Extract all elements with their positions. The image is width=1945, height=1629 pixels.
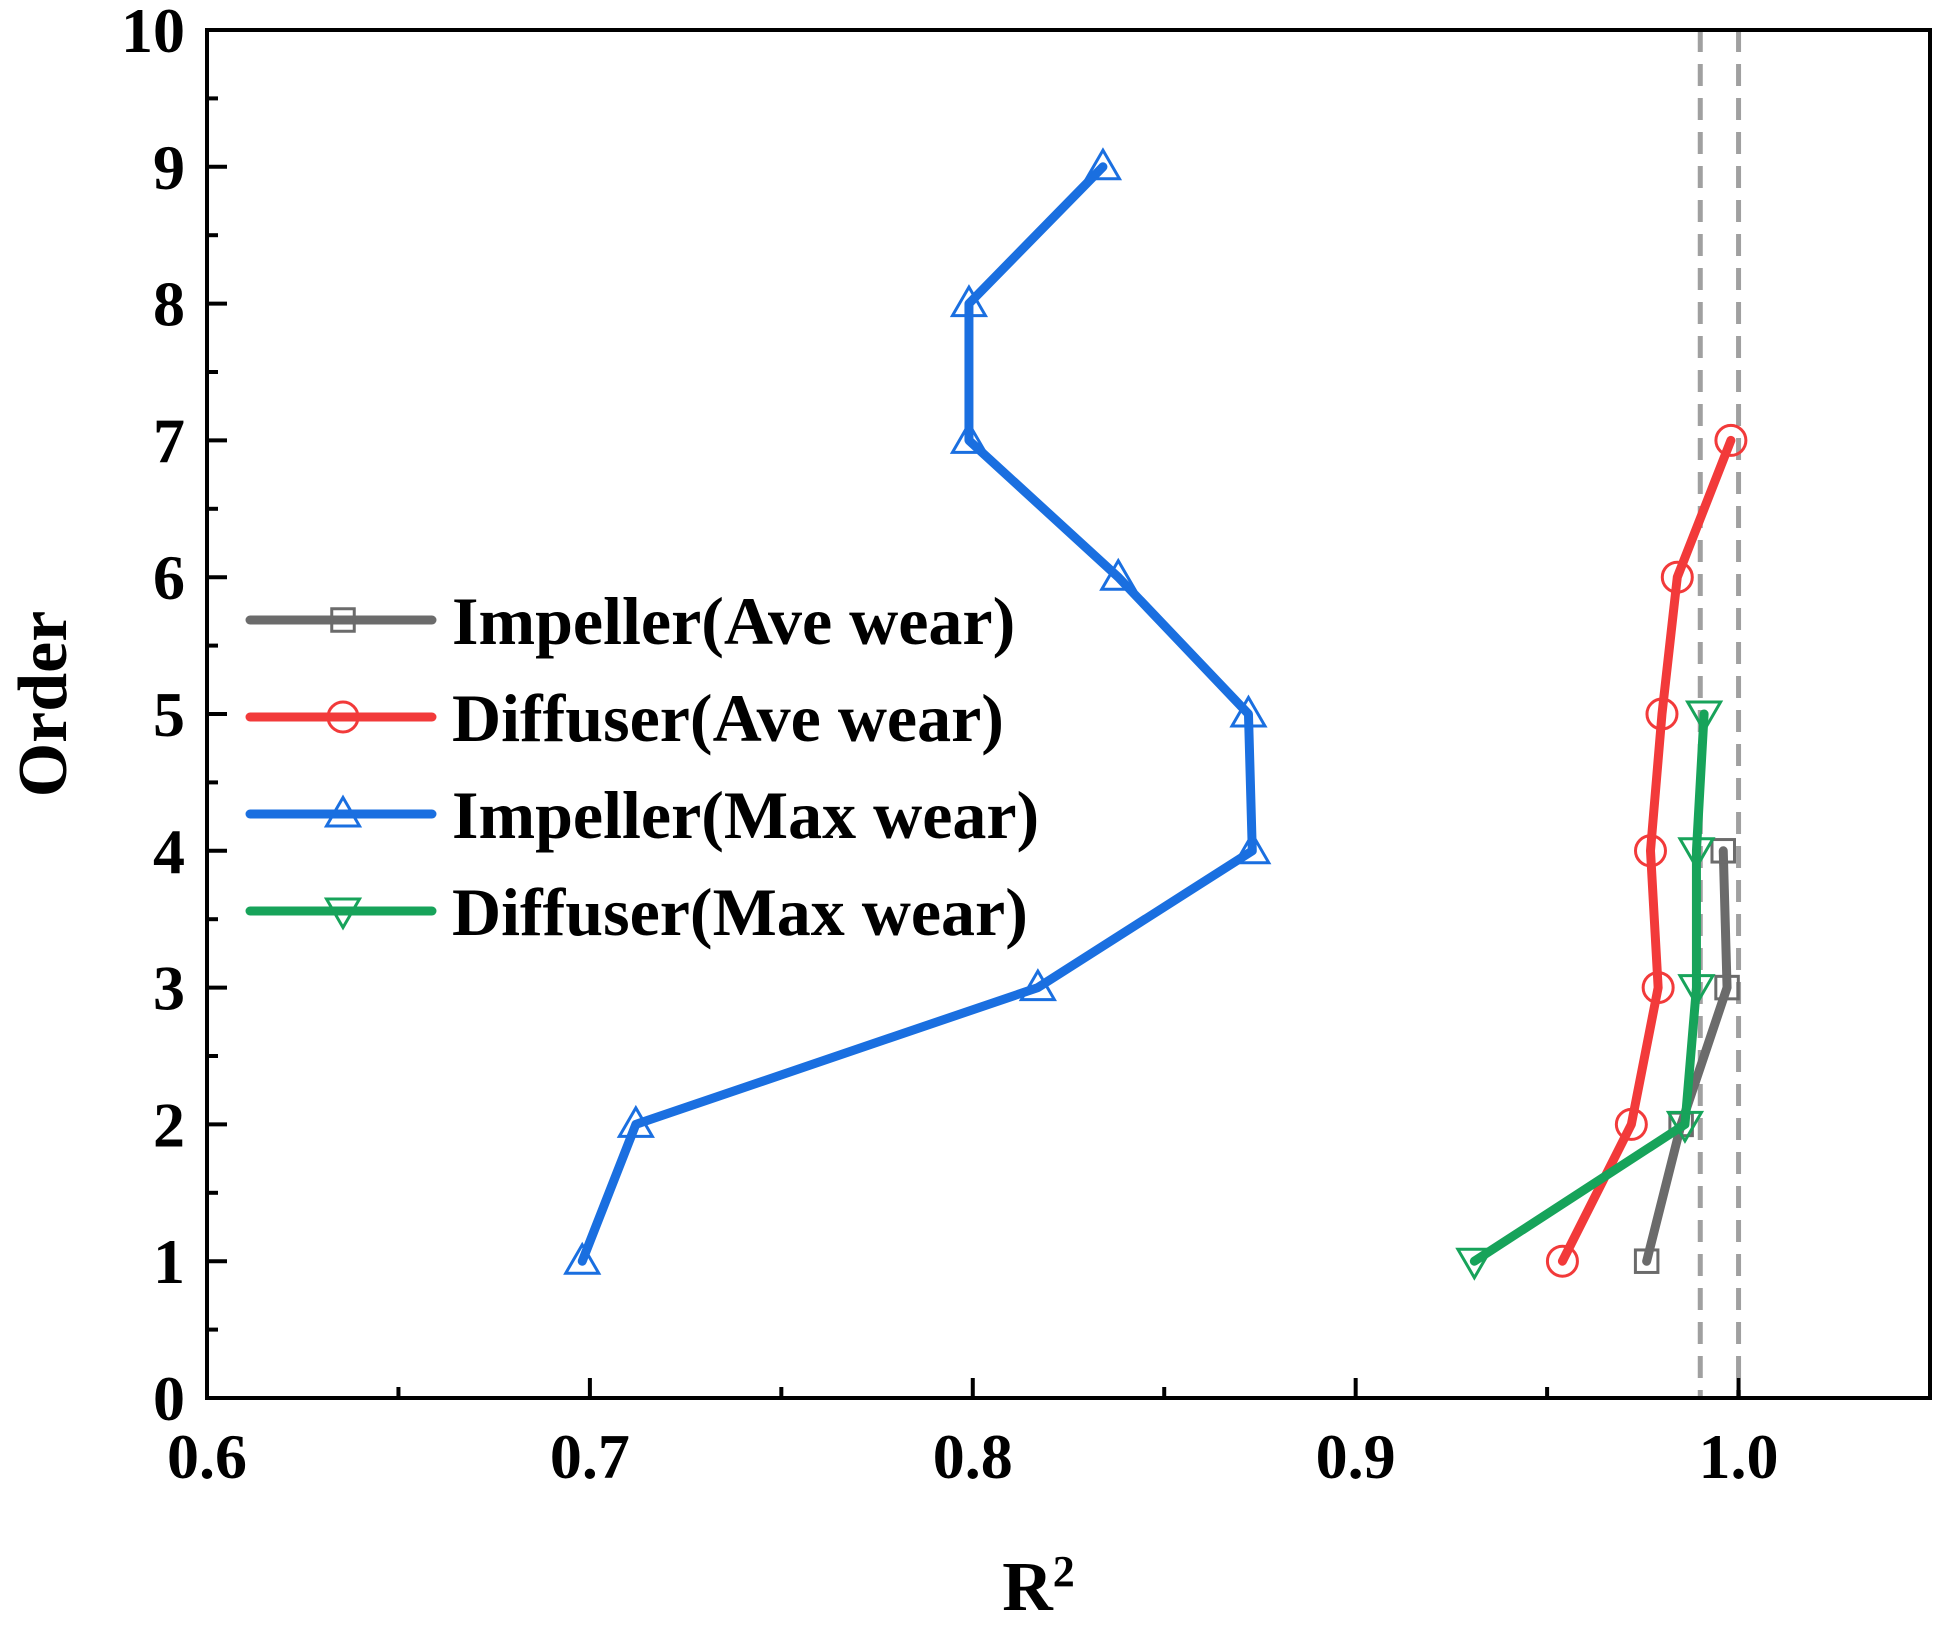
- x-axis-title-superscript: 2: [1053, 1547, 1075, 1596]
- data-point-2-1: [616, 1104, 655, 1138]
- plot-area: [563, 30, 1748, 1398]
- y-tick-label-2: 2: [153, 1089, 185, 1160]
- data-point-2-0: [563, 1241, 602, 1275]
- axes: 0.6 0.7 0.8 0.9 1.0 0 1 2 3 4 5 6 7 8 9 10: [121, 0, 1932, 1492]
- y-tick-label-8: 8: [153, 269, 185, 340]
- data-point-3-1: [1665, 1110, 1705, 1144]
- x-tick-label-2: 0.8: [933, 1421, 1013, 1492]
- legend: Impeller(Ave wear) Diffuser(Ave wear) Impe…: [245, 583, 1039, 950]
- x-tick-label-0: 0.6: [167, 1421, 247, 1492]
- x-axis-title-base: R: [1002, 1549, 1054, 1626]
- y-tick-label-3: 3: [153, 953, 185, 1024]
- data-point-2-7: [949, 284, 989, 318]
- data-point-2-5: [1099, 557, 1138, 591]
- x-tick-label-1: 0.7: [550, 1421, 630, 1492]
- data-point-2-4: [1229, 694, 1268, 728]
- legend-item-3: Diffuser(Max wear): [245, 874, 1028, 950]
- legend-label-2: Impeller(Max wear): [452, 777, 1039, 853]
- data-point-3-3: [1677, 837, 1716, 871]
- data-point-1-6: [1714, 423, 1748, 457]
- series-line-3: [1469, 709, 1709, 1266]
- data-point-1-1: [1614, 1107, 1648, 1141]
- x-axis-title: R2: [1002, 1547, 1075, 1626]
- series-3: [1455, 700, 1724, 1281]
- y-axis-title: Order: [5, 611, 82, 798]
- data-point-3-0: [1455, 1247, 1494, 1281]
- data-point-2-8: [1083, 147, 1123, 181]
- series-1: [1545, 423, 1748, 1278]
- data-point-0-2: [1714, 974, 1740, 1001]
- legend-swatch-marker-3: [323, 897, 363, 931]
- data-point-1-3: [1633, 834, 1667, 868]
- data-point-1-5: [1660, 560, 1694, 594]
- legend-swatch-marker-2: [323, 794, 363, 828]
- x-tick-label-4: 1.0: [1699, 1421, 1779, 1492]
- data-point-3-2: [1677, 974, 1716, 1008]
- y-tick-label-1: 1: [153, 1226, 185, 1297]
- legend-item-2: Impeller(Max wear): [245, 777, 1039, 853]
- y-tick-label-10: 10: [121, 0, 185, 66]
- legend-item-0: Impeller(Ave wear): [245, 583, 1015, 659]
- y-tick-label-5: 5: [153, 679, 185, 750]
- y-tick-label-9: 9: [153, 132, 185, 203]
- series-line-1: [1557, 435, 1736, 1266]
- legend-label-0: Impeller(Ave wear): [452, 583, 1015, 659]
- legend-label-1: Diffuser(Ave wear): [452, 680, 1004, 756]
- data-point-2-2: [1018, 968, 1057, 1002]
- series-line-2: [577, 162, 1257, 1266]
- legend-item-1: Diffuser(Ave wear): [245, 680, 1004, 756]
- data-point-0-0: [1633, 1248, 1660, 1274]
- data-point-1-0: [1545, 1244, 1579, 1278]
- legend-swatch-marker-1: [326, 700, 360, 734]
- y-tick-label-7: 7: [153, 405, 185, 476]
- legend-label-3: Diffuser(Max wear): [452, 874, 1028, 950]
- data-point-2-6: [949, 420, 989, 454]
- series-2: [563, 147, 1272, 1275]
- x-tick-label-3: 0.9: [1316, 1421, 1396, 1492]
- legend-swatch-marker-0: [330, 607, 356, 633]
- y-tick-label-6: 6: [153, 542, 185, 613]
- data-point-3-4: [1684, 700, 1724, 734]
- data-point-2-3: [1233, 831, 1272, 865]
- y-tick-label-0: 0: [153, 1363, 185, 1434]
- data-point-1-4: [1645, 697, 1679, 731]
- series-line-0: [1642, 846, 1732, 1266]
- data-point-0-3: [1710, 838, 1736, 864]
- data-point-1-2: [1641, 971, 1675, 1005]
- y-tick-label-4: 4: [153, 816, 185, 887]
